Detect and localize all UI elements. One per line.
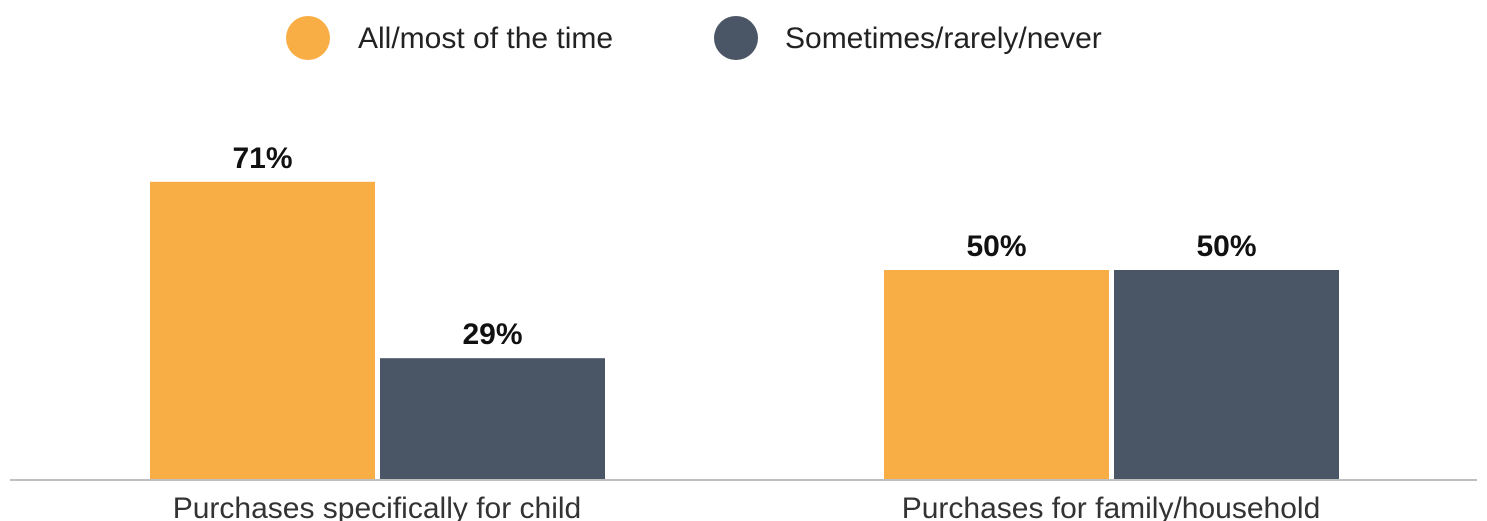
- value-label-child-sometimes: 29%: [462, 318, 522, 351]
- category-label-family: Purchases for family/household: [902, 492, 1321, 521]
- category-labels: Purchases specifically for child Purchas…: [173, 492, 1321, 521]
- legend-swatch-all-most: [286, 16, 330, 60]
- value-label-child-all-most: 71%: [232, 142, 292, 175]
- legend: All/most of the time Sometimes/rarely/ne…: [286, 16, 1102, 60]
- bar-family-all-most: [884, 270, 1109, 480]
- bars: [150, 181, 1339, 481]
- value-labels: 71% 29% 50% 50%: [232, 142, 1256, 351]
- value-label-family-all-most: 50%: [966, 230, 1026, 263]
- legend-swatch-sometimes-rarely-never: [714, 16, 758, 60]
- legend-label-all-most: All/most of the time: [358, 22, 613, 55]
- bar-child-all-most: [150, 181, 375, 481]
- value-label-family-sometimes: 50%: [1196, 230, 1256, 263]
- bar-child-sometimes: [380, 358, 605, 480]
- bar-family-sometimes: [1114, 270, 1339, 480]
- category-label-child: Purchases specifically for child: [173, 492, 582, 521]
- legend-label-sometimes-rarely-never: Sometimes/rarely/never: [785, 22, 1102, 55]
